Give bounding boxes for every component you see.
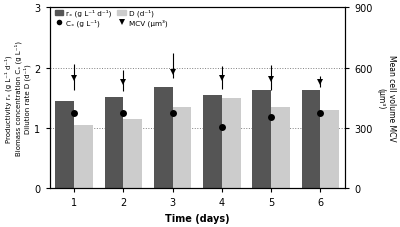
Bar [56, 101, 74, 188]
Bar [74, 125, 93, 188]
Bar [203, 95, 222, 188]
Bar [154, 88, 172, 188]
Bar [320, 110, 339, 188]
Bar [105, 97, 123, 188]
Bar [172, 107, 191, 188]
Bar [271, 107, 290, 188]
X-axis label: Time (days): Time (days) [165, 213, 230, 223]
Bar [222, 98, 240, 188]
Bar [123, 119, 142, 188]
Bar [302, 91, 320, 188]
Legend: rₓ (g L⁻¹ d⁻¹), Cₓ (g L⁻¹), D (d⁻¹), MCV (μm³): rₓ (g L⁻¹ d⁻¹), Cₓ (g L⁻¹), D (d⁻¹), MCV… [53, 8, 169, 28]
Bar [252, 91, 271, 188]
Y-axis label: Productivity rₓ (g L⁻¹ d⁻¹)
Biomass concentration Cₓ (g L⁻¹)
Dilution rate D (d⁻: Productivity rₓ (g L⁻¹ d⁻¹) Biomass conc… [4, 41, 32, 155]
Y-axis label: Mean cell volume MCV
(μm³): Mean cell volume MCV (μm³) [376, 55, 396, 141]
